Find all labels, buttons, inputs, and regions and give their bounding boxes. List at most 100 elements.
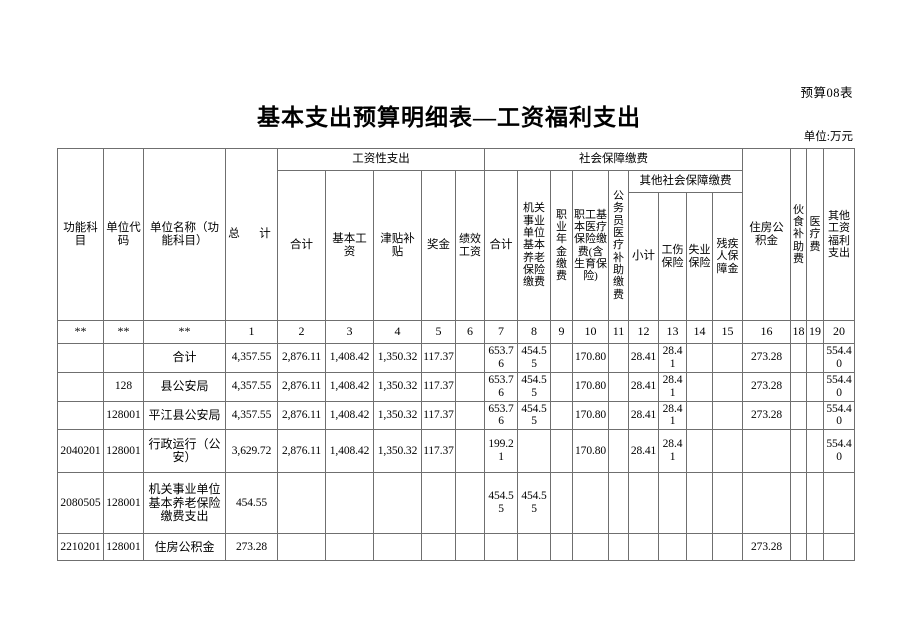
cell-value [790, 400, 808, 431]
column-number-cell: 10 [572, 320, 610, 344]
cell-value [454, 533, 486, 562]
header-disability-fund: 残疾人保障金 [712, 192, 744, 321]
cell-value: 1,350.32 [373, 400, 422, 431]
column-number-cell: 19 [806, 320, 825, 344]
cell-value: 1,408.42 [325, 400, 374, 431]
cell-value [742, 472, 792, 535]
cell-value [550, 472, 574, 535]
budget-table: 功能科目 单位代码 单位名称（功能科目） 总 计 工资性支出 社会保障缴费 住房… [57, 148, 856, 562]
cell-value: 2,876.11 [277, 400, 326, 431]
cell-value [823, 472, 856, 535]
cell-value: 2,876.11 [277, 371, 326, 402]
cell-functional-subject [57, 371, 104, 402]
cell-value [608, 472, 630, 535]
table-row: 128001 平江县公安局 4,357.55 2,876.11 1,408.42 1,35… [57, 400, 856, 431]
cell-functional-subject: 2080505 [57, 472, 104, 535]
column-number-cell: 8 [517, 320, 552, 344]
column-number-cell: ** [143, 320, 226, 344]
header-medical-expense: 医疗费 [806, 148, 825, 321]
column-number-cell: 9 [550, 320, 574, 344]
column-number-cell: 4 [373, 320, 422, 344]
cell-value [421, 533, 456, 562]
cell-value: 117.37 [421, 400, 456, 431]
unit-note: 单位:万元 [803, 131, 853, 143]
column-number-row: ** ** ** 1 2 3 4 5 6 7 8 9 10 11 12 13 14 15 16 18 19 20 [57, 320, 856, 344]
header-row-leaf: 小计 工伤保险 失业保险 残疾人保障金 [58, 192, 855, 321]
cell-functional-subject [57, 343, 104, 373]
table-row: 2080505 128001 机关事业单位基本养老保险缴费支出 454.55 454.5… [57, 472, 856, 535]
cell-value [686, 343, 714, 373]
cell-value [550, 429, 574, 474]
cell-value [790, 429, 808, 474]
cell-unit-code: 128001 [103, 400, 144, 431]
cell-value [806, 371, 825, 402]
table-row: 合计 4,357.55 2,876.11 1,408.42 1,350.32 117.37… [57, 343, 856, 373]
column-number-cell: 5 [421, 320, 456, 344]
header-wage-expenditure-group: 工资性支出 [276, 148, 486, 171]
cell-value [628, 533, 660, 562]
cell-value [806, 343, 825, 373]
cell-value: 653.76 [484, 371, 519, 402]
cell-unit-name: 行政运行（公安） [143, 429, 226, 474]
header-unit-name: 单位名称（功能科目） [143, 148, 226, 321]
header-bonus: 奖金 [421, 170, 456, 321]
cell-value: 554.40 [823, 400, 856, 431]
cell-value [658, 472, 688, 535]
header-civil-servant-medical: 公务员医疗补助缴费 [608, 170, 630, 321]
cell-unit-name: 机关事业单位基本养老保险缴费支出 [143, 472, 226, 535]
header-allowance-subsidy: 津贴补贴 [373, 170, 422, 321]
header-basic-pension: 机关事业单位基本养老保险缴费 [517, 170, 552, 321]
cell-value: 170.80 [572, 429, 610, 474]
column-number-cell: 20 [823, 320, 856, 344]
column-number-cell: 16 [742, 320, 792, 344]
column-number-cell: ** [103, 320, 144, 344]
header-performance-pay: 绩效工资 [454, 170, 486, 321]
header-unemployment: 失业保险 [686, 192, 714, 321]
cell-value [806, 472, 825, 535]
cell-value [712, 400, 744, 431]
cell-value [712, 472, 744, 535]
page-title: 基本支出预算明细表—工资福利支出 [257, 105, 641, 130]
cell-value [686, 429, 714, 474]
cell-value [421, 472, 456, 535]
cell-value: 1,350.32 [373, 429, 422, 474]
header-other-welfare: 其他工资福利支出 [823, 148, 856, 321]
cell-value: 170.80 [572, 343, 610, 373]
cell-value [790, 371, 808, 402]
cell-value: 3,629.72 [225, 429, 278, 474]
cell-value [712, 343, 744, 373]
cell-value [608, 429, 630, 474]
cell-value: 273.28 [742, 343, 792, 373]
cell-value [325, 472, 374, 535]
cell-value: 1,350.32 [373, 343, 422, 373]
header-grand-total: 总 计 [225, 148, 278, 321]
cell-value [806, 429, 825, 474]
cell-value: 28.41 [628, 343, 660, 373]
cell-value: 28.41 [658, 371, 688, 402]
cell-value [484, 533, 519, 562]
column-number-cell: 1 [225, 320, 278, 344]
cell-value: 2,876.11 [277, 343, 326, 373]
header-work-injury: 工伤保险 [658, 192, 688, 321]
cell-value [373, 533, 422, 562]
header-basic-salary: 基本工资 [325, 170, 374, 321]
cell-value [790, 343, 808, 373]
cell-value [572, 533, 610, 562]
column-number-cell: 7 [484, 320, 519, 344]
cell-value [517, 429, 552, 474]
cell-unit-name: 县公安局 [143, 371, 226, 402]
cell-value [823, 533, 856, 562]
cell-value [454, 371, 486, 402]
cell-unit-code: 128001 [103, 472, 144, 535]
header-other-social-group: 其他社会保障缴费 [628, 170, 744, 193]
cell-value [454, 429, 486, 474]
cell-unit-code [103, 343, 144, 373]
cell-value [572, 472, 610, 535]
cell-value: 1,408.42 [325, 429, 374, 474]
cell-value: 28.41 [628, 371, 660, 402]
cell-value [454, 472, 486, 535]
cell-value [608, 400, 630, 431]
cell-value: 28.41 [658, 429, 688, 474]
cell-unit-name: 住房公积金 [143, 533, 226, 562]
cell-value [806, 533, 825, 562]
